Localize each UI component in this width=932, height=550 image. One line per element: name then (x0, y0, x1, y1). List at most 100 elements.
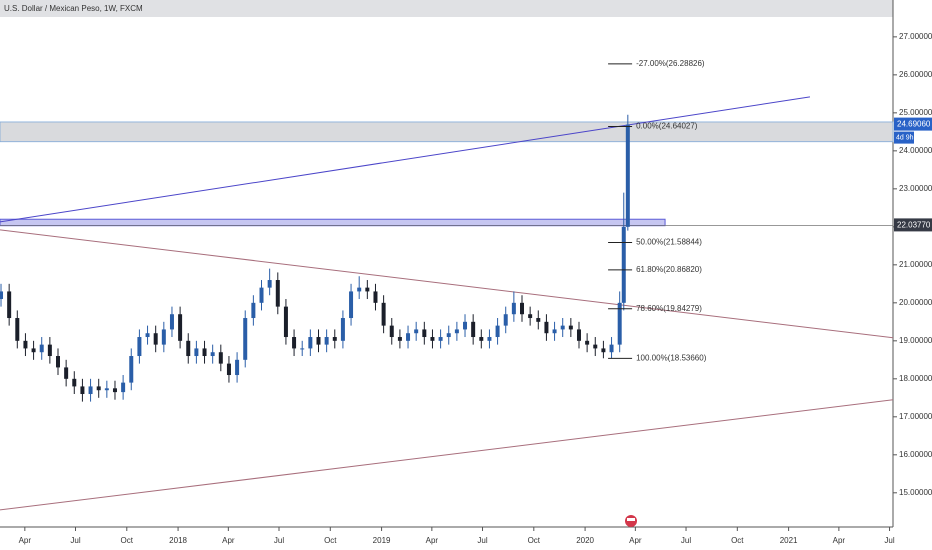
candle-body (621, 226, 626, 303)
y-tick-label: 20.00000 (899, 298, 932, 307)
x-tick-label: Apr (426, 536, 439, 545)
candle-body (332, 337, 337, 341)
candle-body (406, 333, 411, 341)
candle-body (601, 348, 606, 353)
candle-body (446, 333, 451, 338)
candle-body (283, 306, 288, 338)
candle-body (161, 329, 166, 345)
y-tick-label: 17.00000 (899, 412, 932, 421)
candle-body (503, 314, 508, 326)
candle-body (593, 344, 598, 349)
y-tick-label: 26.00000 (899, 70, 932, 79)
candle-body (357, 287, 362, 292)
candle-body (365, 287, 370, 292)
candle-body (389, 325, 394, 338)
candle-body (585, 340, 590, 345)
candle-body (7, 291, 12, 319)
candle-body (471, 321, 476, 338)
x-tick-label: 2018 (169, 536, 187, 545)
candle-body (625, 124, 630, 227)
fib-label: 100.00%(18.53660) (636, 354, 707, 363)
candle-body (235, 359, 240, 376)
y-tick-label: 23.00000 (899, 184, 932, 193)
x-tick-label: Jul (477, 536, 487, 545)
candle-body (169, 314, 174, 330)
candle-body (243, 318, 248, 360)
candle-body (178, 314, 183, 341)
level-label: 22.03770 (897, 221, 931, 230)
candle-body (194, 348, 199, 357)
x-tick-label: Jul (884, 536, 894, 545)
trend-line (0, 399, 894, 511)
y-tick-label: 16.00000 (899, 450, 932, 459)
y-tick-label: 21.00000 (899, 260, 932, 269)
chart-title: U.S. Dollar / Mexican Peso, 1W, FXCM (4, 4, 143, 13)
candle-body (414, 329, 419, 334)
candle-body (88, 386, 93, 395)
box-zone (0, 218, 666, 227)
x-tick-label: Apr (833, 536, 846, 545)
candle-body (373, 291, 378, 303)
candle-body (552, 329, 557, 334)
candle-body (308, 337, 313, 349)
candle-body (609, 344, 614, 353)
candle-body (617, 302, 622, 345)
candle-body (0, 291, 4, 300)
event-flag-stripe (627, 518, 635, 521)
y-tick-label: 18.00000 (899, 374, 932, 383)
candle-body (15, 318, 20, 341)
fib-label: 0.00%(24.64027) (636, 122, 698, 131)
candle-body (23, 340, 28, 349)
candle-body (324, 337, 329, 345)
candle-body (381, 302, 386, 326)
level-box (894, 218, 932, 232)
candle-body (275, 280, 280, 307)
candle-body (218, 352, 223, 364)
candle-body (292, 337, 297, 349)
y-tick-label: 25.00000 (899, 108, 932, 117)
trend-line (0, 96, 811, 223)
candle-body (340, 318, 345, 341)
candle-body (316, 337, 321, 345)
countdown-label: 4d 9h (896, 134, 914, 141)
candle-body (72, 378, 77, 387)
candle-body (430, 337, 435, 341)
candle-body (544, 321, 549, 334)
candle-body (479, 337, 484, 341)
x-tick-label: Oct (528, 536, 541, 545)
trend-line (0, 229, 894, 339)
candle-body (129, 356, 134, 383)
x-tick-label: Oct (121, 536, 134, 545)
candle-body (145, 333, 150, 338)
candle-body (576, 329, 581, 341)
candle-body (64, 367, 69, 379)
candle-body (267, 280, 272, 288)
candle-body (560, 325, 565, 330)
candle-body (520, 302, 525, 315)
candle-body (349, 291, 354, 319)
candle-body (112, 388, 117, 393)
candle-body (511, 302, 516, 315)
fib-label: 78.60%(19.84279) (636, 304, 702, 313)
candle-body (438, 337, 443, 341)
candle-body (259, 287, 264, 303)
x-tick-label: 2020 (576, 536, 594, 545)
y-tick-label: 27.00000 (899, 32, 932, 41)
countdown-box (894, 131, 914, 144)
candle-body (80, 386, 85, 395)
candle-body (96, 386, 101, 391)
candle-body (300, 348, 305, 350)
candle-body (31, 348, 36, 353)
candle-body (47, 344, 52, 357)
candle-body (202, 348, 207, 357)
candle-body (536, 318, 541, 322)
y-tick-label: 24.00000 (899, 146, 932, 155)
candle-body (568, 325, 573, 330)
candle-body (251, 302, 256, 319)
candle-body (56, 356, 61, 368)
y-tick-label: 15.00000 (899, 488, 932, 497)
x-tick-label: Oct (731, 536, 744, 545)
last-price-box (894, 117, 932, 131)
